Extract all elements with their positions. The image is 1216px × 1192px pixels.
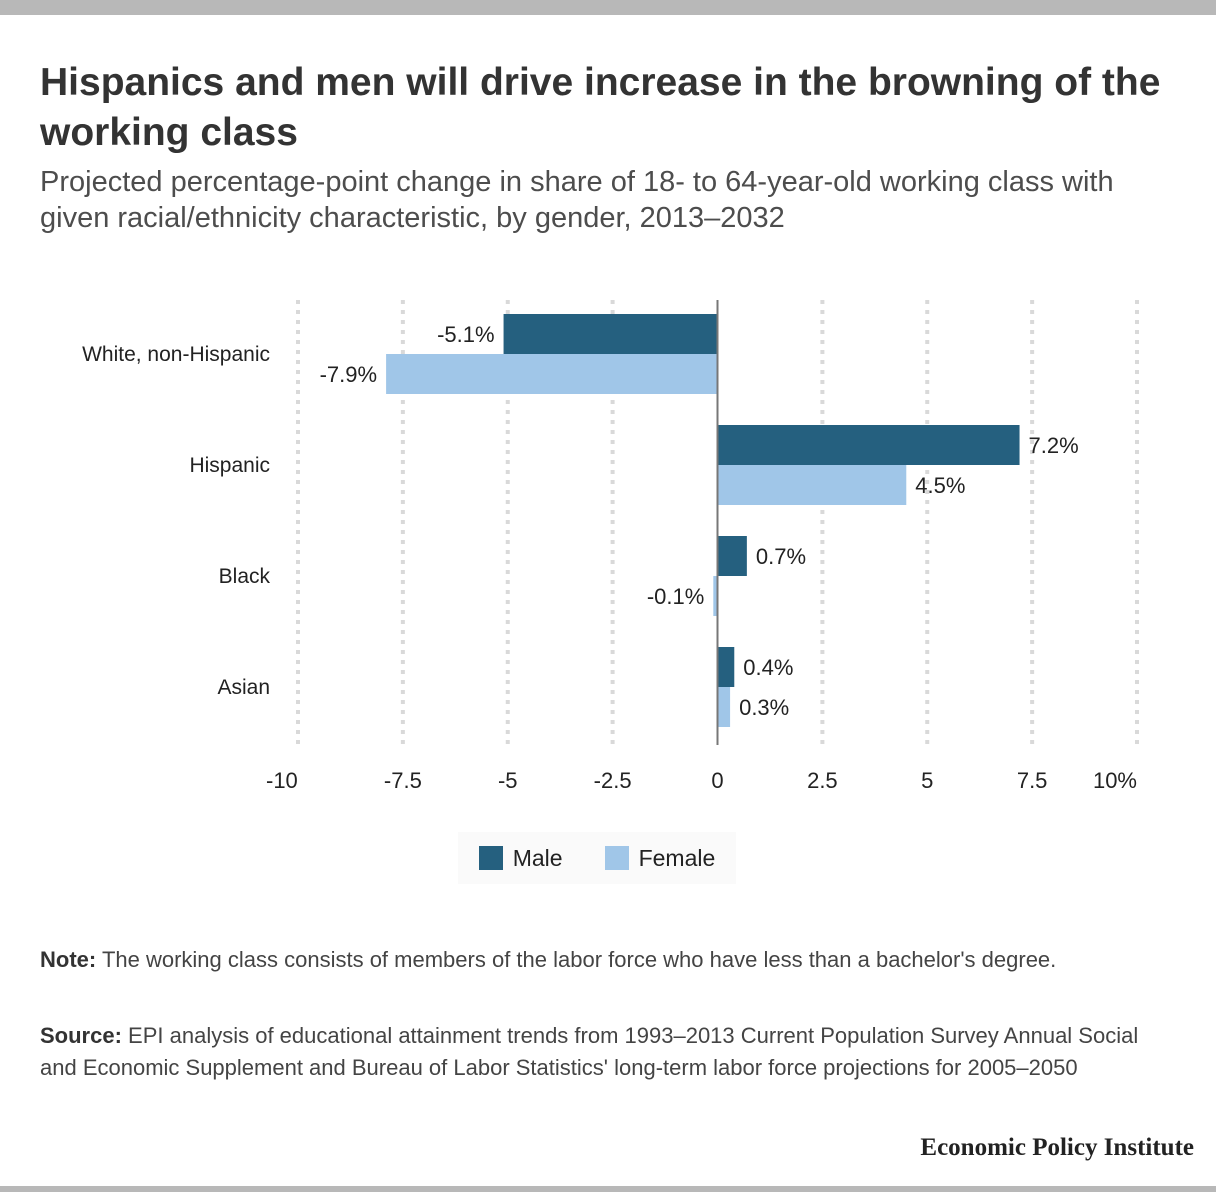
legend-swatch-female [604,846,629,870]
category-label: Asian [217,676,270,699]
x-tick-label: -5 [498,768,518,793]
bar-male [717,425,1020,465]
data-label: -0.1% [647,584,704,609]
chart-legend: Male Female [458,832,736,884]
source-text: EPI analysis of educational attainment t… [40,1023,1139,1080]
category-label: Hispanic [189,454,270,477]
data-label: 0.7% [756,544,806,569]
bar-female [386,354,718,394]
top-rule [0,0,1216,15]
bar-female [717,687,731,727]
legend-item-female: Female [604,844,716,872]
data-label: 7.2% [1029,433,1079,458]
note-label: Note: [40,947,97,972]
x-tick-label: 10% [1093,768,1137,793]
bar-chart: -10 -7.5 -5 -2.5 0 2.5 5 7.5 10% White, non-Hispa… [82,300,1139,793]
category-label: Black [219,565,271,588]
legend-item-male: Male [478,844,563,872]
chart-source: Source: EPI analysis of educational atta… [40,1020,1160,1084]
x-tick-label: 0 [711,768,723,793]
x-tick-label: -7.5 [384,768,422,793]
data-label: -7.9% [320,362,377,387]
x-tick-label: -10 [266,768,298,793]
category-label: White, non-Hispanic [82,343,270,366]
x-tick-label: 5 [921,768,933,793]
bottom-rule [0,1186,1216,1192]
legend-label-male: Male [512,844,563,871]
note-text: The working class consists of members of… [101,947,1057,972]
x-tick-label: 2.5 [807,768,838,793]
data-label: 0.3% [739,695,789,720]
publisher-logo: Economic Policy Institute [920,1134,1194,1161]
bar-female [713,576,718,616]
bar-male [717,536,747,576]
legend-label-female: Female [638,844,716,871]
chart-note: Note: The working class consists of memb… [40,944,1160,976]
legend-swatch-male [478,846,503,870]
x-tick-label: 7.5 [1017,768,1048,793]
chart-title: Hispanics and men will drive increase in… [40,61,1161,154]
chart-subtitle: Projected percentage-point change in sha… [40,166,1114,234]
data-label: -5.1% [437,322,494,347]
bar-male [503,314,718,354]
data-label: 0.4% [743,655,793,680]
bar-female [717,465,907,505]
bar-male [717,647,735,687]
x-tick-label: -2.5 [594,768,632,793]
data-label: 4.5% [915,473,965,498]
source-label: Source: [40,1023,122,1048]
